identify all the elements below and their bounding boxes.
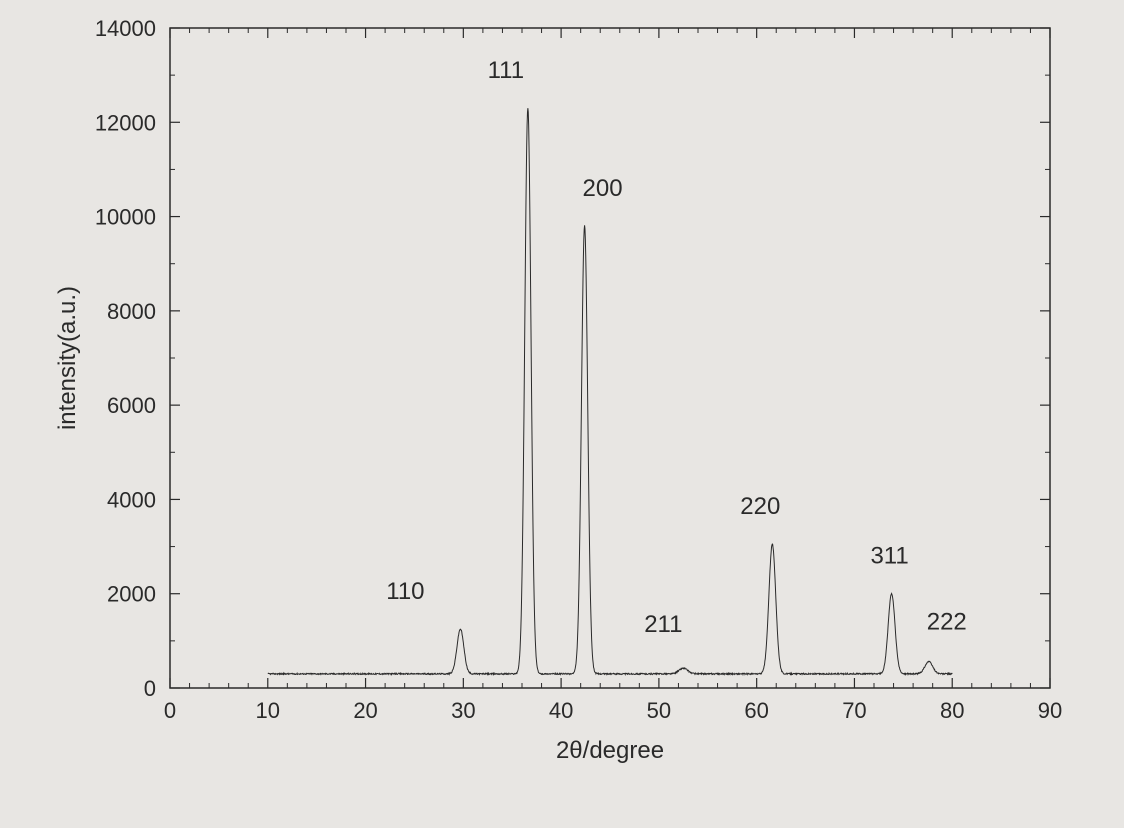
x-tick-label: 0: [164, 698, 176, 723]
x-tick-label: 60: [744, 698, 768, 723]
y-tick-label: 14000: [95, 16, 156, 41]
peak-label-311: 311: [870, 543, 908, 570]
x-tick-label: 10: [256, 698, 280, 723]
x-tick-label: 30: [451, 698, 475, 723]
y-axis-label: intensity(a.u.): [54, 286, 81, 430]
y-tick-label: 12000: [95, 110, 156, 135]
peak-label-222: 222: [927, 609, 967, 636]
x-axis-label: 2θ/degree: [556, 737, 664, 764]
peak-label-110: 110: [386, 578, 424, 605]
y-tick-label: 6000: [107, 393, 156, 418]
x-tick-label: 20: [353, 698, 377, 723]
peak-label-111: 111: [488, 57, 524, 84]
y-tick-label: 2000: [107, 582, 156, 607]
peak-label-200: 200: [583, 175, 623, 202]
x-tick-label: 80: [940, 698, 964, 723]
peak-label-211: 211: [644, 611, 682, 638]
x-tick-label: 50: [647, 698, 671, 723]
x-tick-label: 40: [549, 698, 573, 723]
y-tick-label: 10000: [95, 205, 156, 230]
peak-label-220: 220: [740, 493, 780, 520]
y-tick-label: 0: [144, 676, 156, 701]
x-tick-label: 90: [1038, 698, 1062, 723]
x-tick-label: 70: [842, 698, 866, 723]
y-tick-label: 8000: [107, 299, 156, 324]
xrd-chart: 0 10 20 30 40 50 60 70 80 90 0 2000 4000 6000 8000 1000…: [0, 0, 1124, 828]
y-tick-label: 4000: [107, 487, 156, 512]
